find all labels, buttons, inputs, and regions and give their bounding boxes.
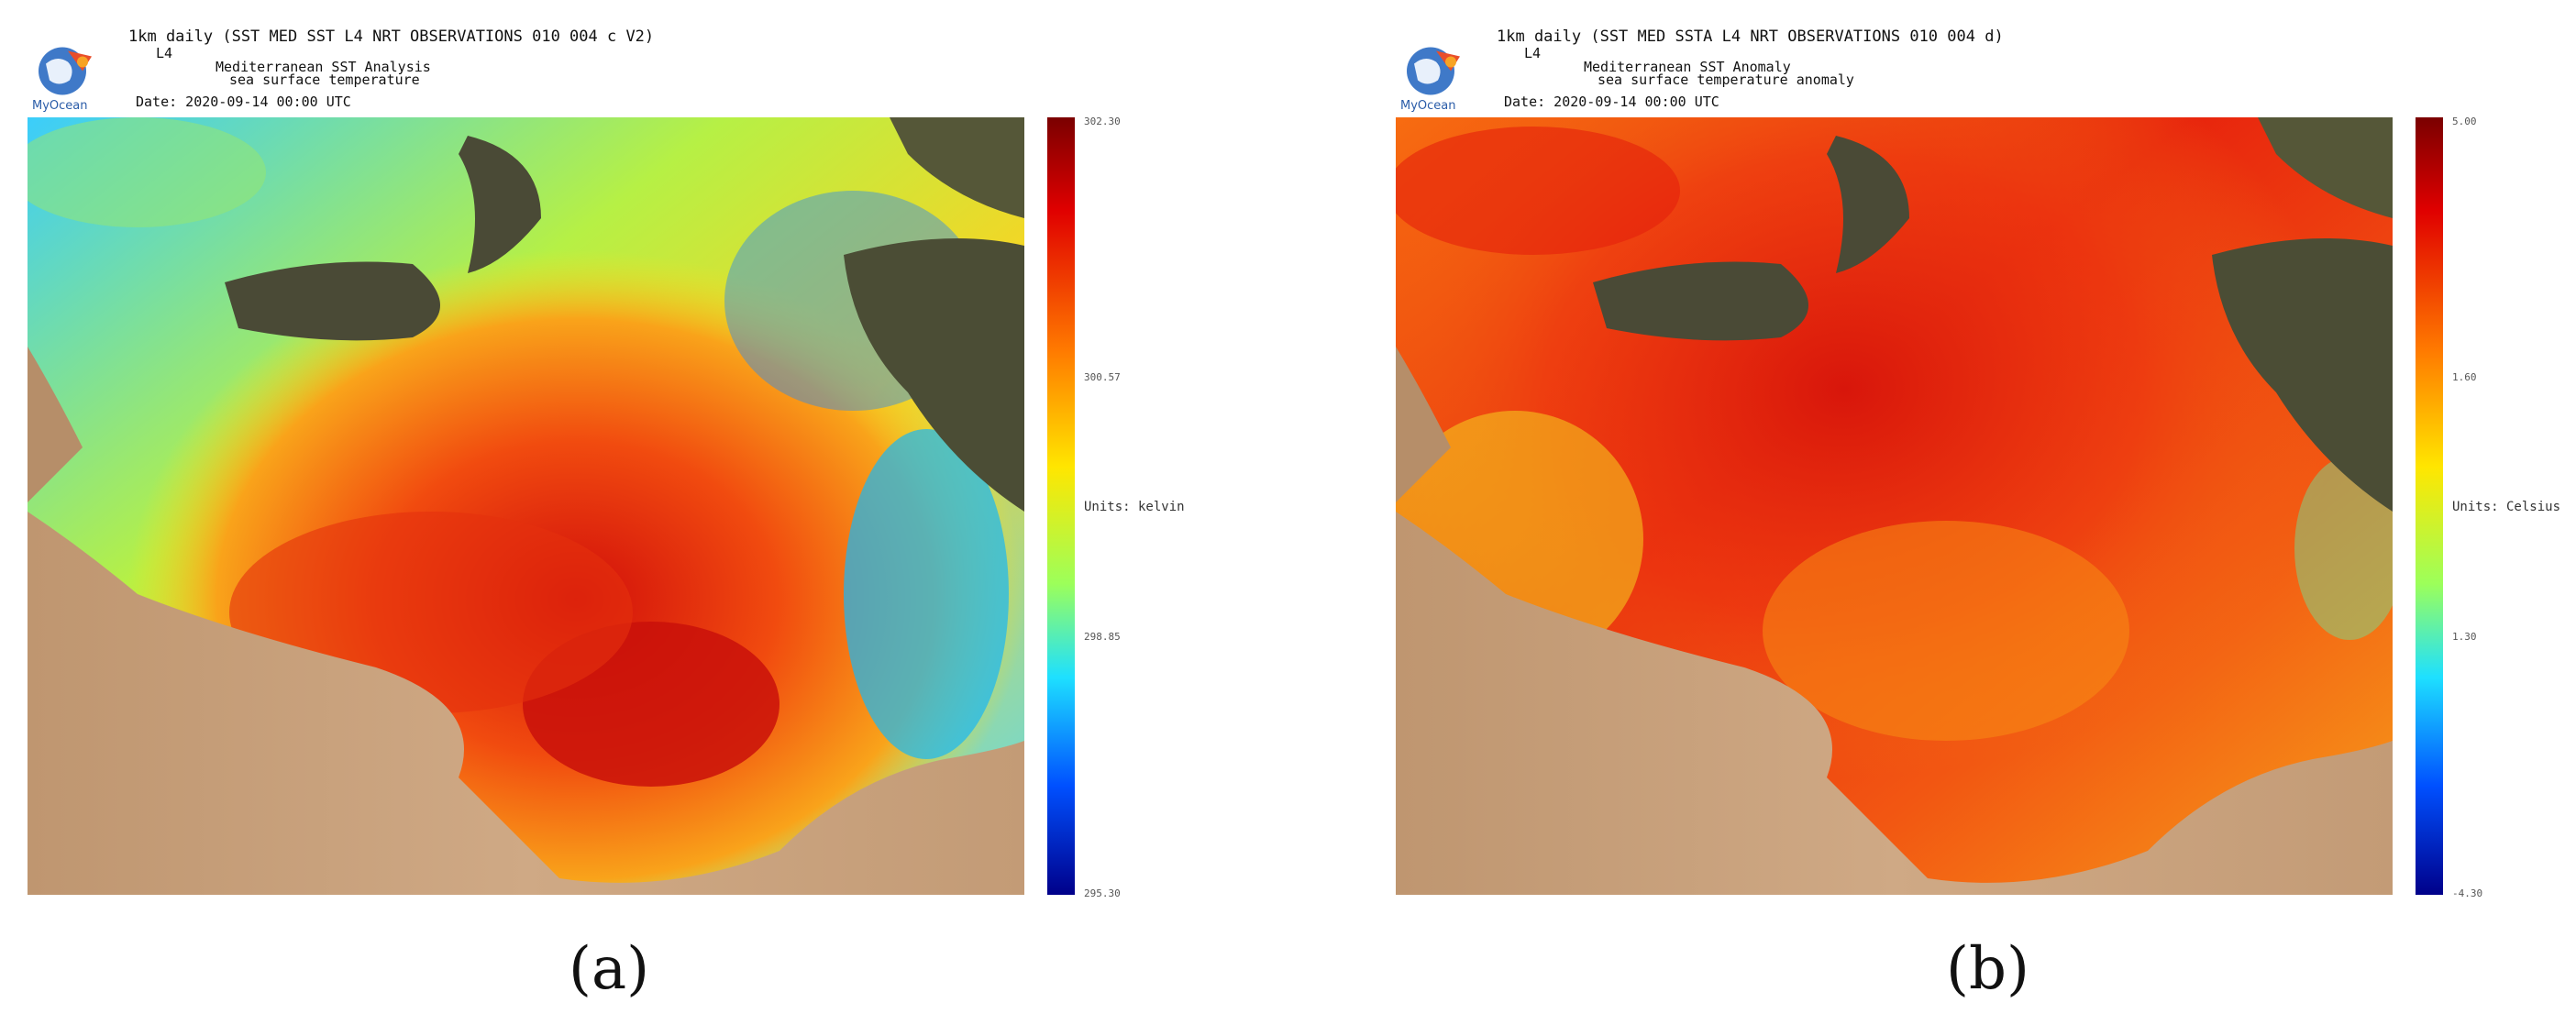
- colorbar-tick-lower: 1.30: [2452, 631, 2477, 643]
- copernicus-globe-logo-icon: [1407, 47, 1460, 95]
- product-name: Mediterranean SST Anomaly: [1584, 59, 1791, 75]
- colorbar-tick-max: 302.30: [1084, 116, 1121, 127]
- colorbar-tick-max: 5.00: [2452, 116, 2477, 127]
- colorbar-tick-upper: 1.60: [2452, 371, 2477, 383]
- panel-sst-anomaly: MyOcean 1km daily (SST MED SSTA L4 NRT O…: [1396, 0, 2576, 1036]
- variable-name: sea surface temperature anomaly: [1598, 72, 1854, 88]
- copernicus-globe-logo-icon: [39, 47, 92, 95]
- panel-caption: (a): [569, 935, 650, 1003]
- colorbar: [1047, 117, 1075, 895]
- map-date: Date: 2020-09-14 00:00 UTC: [136, 94, 351, 110]
- sst-map: [28, 117, 1024, 895]
- colorbar-tick-upper: 300.57: [1084, 371, 1121, 383]
- product-title: 1km daily (SST MED SST L4 NRT OBSERVATIO…: [128, 28, 655, 46]
- logo-text: MyOcean: [1400, 99, 1456, 113]
- product-title: 1km daily (SST MED SSTA L4 NRT OBSERVATI…: [1497, 28, 2004, 46]
- colorbar-units: Units: Celsius: [2452, 500, 2561, 514]
- colorbar-tick-lower: 298.85: [1084, 631, 1121, 643]
- colorbar-tick-min: 295.30: [1084, 887, 1121, 899]
- colorbar-units: Units: kelvin: [1084, 500, 1185, 514]
- processing-level: L4: [1524, 45, 1542, 61]
- product-name: Mediterranean SST Analysis: [216, 59, 431, 75]
- map-date: Date: 2020-09-14 00:00 UTC: [1504, 94, 1719, 110]
- colorbar-tick-min: -4.30: [2452, 887, 2483, 899]
- colorbar: [2416, 117, 2443, 895]
- variable-name: sea surface temperature: [229, 72, 420, 88]
- processing-level: L4: [156, 45, 173, 61]
- panel-sst-analysis: MyOcean 1km daily (SST MED SST L4 NRT OB…: [28, 0, 1275, 1036]
- logo-text: MyOcean: [32, 99, 88, 113]
- ssta-map: [1396, 117, 2393, 895]
- panel-caption: (b): [1946, 935, 2029, 1003]
